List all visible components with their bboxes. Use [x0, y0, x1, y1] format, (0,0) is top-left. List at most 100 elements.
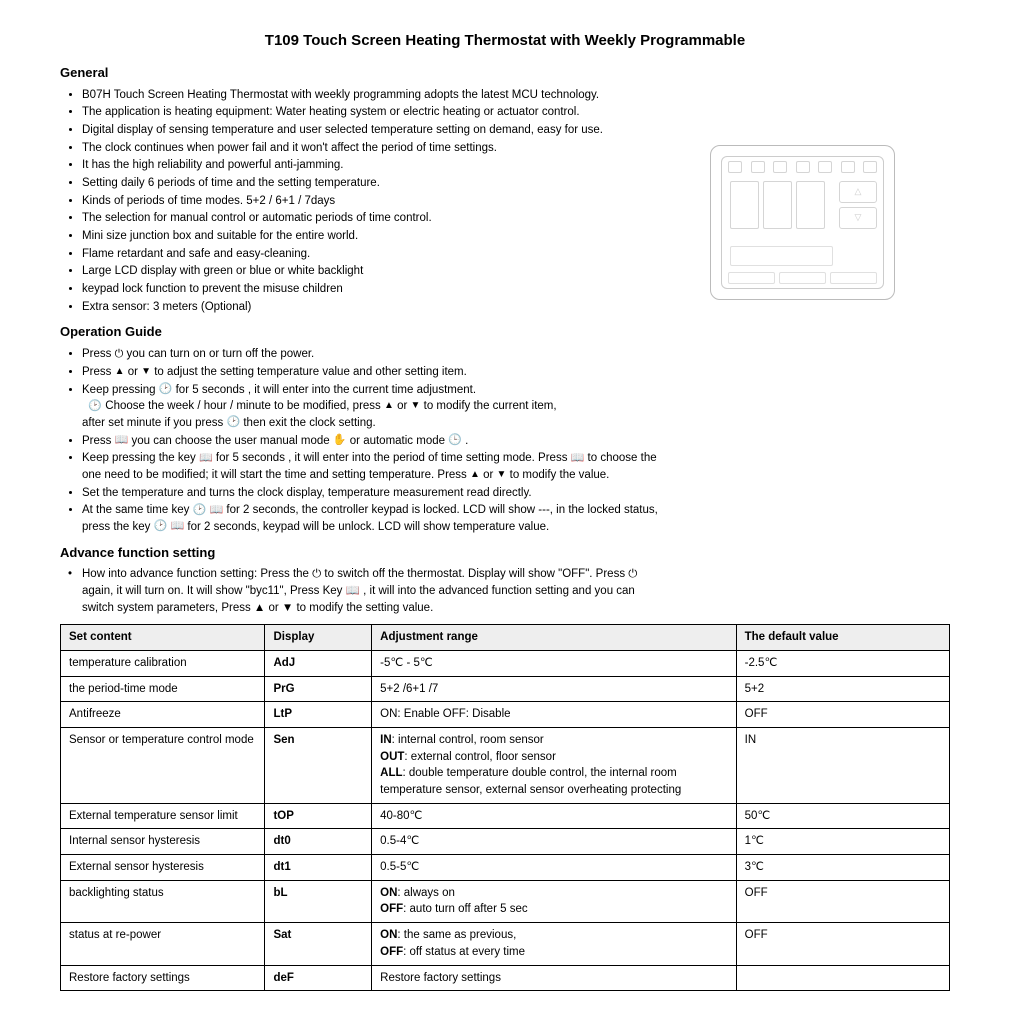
op-text: or: [125, 366, 142, 378]
table-cell: Internal sensor hysteresis: [61, 829, 265, 855]
op-text: Keep pressing: [82, 384, 159, 396]
op-text: to choose the: [584, 452, 656, 464]
table-cell: -2.5℃: [736, 651, 949, 677]
table-cell: ON: the same as previous,OFF: off status…: [372, 923, 736, 965]
op-text: after set minute if you press: [82, 417, 226, 429]
general-item: B07H Touch Screen Heating Thermostat wit…: [82, 87, 950, 104]
table-cell: temperature calibration: [61, 651, 265, 677]
th-adj: Adjustment range: [372, 625, 736, 651]
table-cell: IN: internal control, room sensorOUT: ex…: [372, 728, 736, 804]
general-item: The application is heating equipment: Wa…: [82, 104, 950, 121]
table-row: Internal sensor hysteresisdt00.5-4℃1℃: [61, 829, 950, 855]
table-cell: ON: Enable OFF: Disable: [372, 702, 736, 728]
th-set: Set content: [61, 625, 265, 651]
general-item: Extra sensor: 3 meters (Optional): [82, 299, 950, 316]
table-cell: ON: always onOFF: auto turn off after 5 …: [372, 880, 736, 922]
table-cell: 5+2 /6+1 /7: [372, 676, 736, 702]
table-row: backlighting statusbLON: always onOFF: a…: [61, 880, 950, 922]
table-cell: bL: [265, 880, 372, 922]
down-icon: ▼: [497, 470, 507, 480]
table-cell: the period-time mode: [61, 676, 265, 702]
table-cell: status at re-power: [61, 923, 265, 965]
op-text: At the same time key: [82, 504, 193, 516]
op-text: Set the temperature and turns the clock …: [82, 485, 950, 502]
op-text: to adjust the setting temperature value …: [151, 366, 467, 378]
table-cell: dt0: [265, 829, 372, 855]
book-icon: 📖: [171, 521, 185, 532]
table-cell: AdJ: [265, 651, 372, 677]
op-text: for 2 seconds, the controller keypad is …: [223, 504, 658, 516]
table-cell: Sat: [265, 923, 372, 965]
table-cell: 3℃: [736, 855, 949, 881]
advance-text: How into advance function setting: Press…: [60, 566, 950, 616]
table-cell: backlighting status: [61, 880, 265, 922]
table-row: External temperature sensor limittOP40-8…: [61, 803, 950, 829]
advance-heading: Advance function setting: [60, 544, 950, 563]
table-cell: 1℃: [736, 829, 949, 855]
clock-icon: 🕑: [159, 384, 173, 395]
table-cell: External temperature sensor limit: [61, 803, 265, 829]
op-text: Press: [82, 348, 115, 360]
table-cell: Restore factory settings: [372, 965, 736, 991]
table-cell: 0.5-5℃: [372, 855, 736, 881]
op-text: to modify the value.: [506, 469, 609, 481]
table-cell: OFF: [736, 923, 949, 965]
op-text: or: [394, 400, 411, 412]
up-icon: ▲: [115, 367, 125, 377]
clock-icon: 🕑: [226, 417, 240, 428]
hand-icon: ✋: [333, 435, 347, 446]
book-icon: 📖: [571, 453, 585, 464]
operation-heading: Operation Guide: [60, 323, 950, 342]
table-cell: Antifreeze: [61, 702, 265, 728]
thermostat-illustration: △▽: [710, 145, 895, 300]
th-disp: Display: [265, 625, 372, 651]
table-cell: External sensor hysteresis: [61, 855, 265, 881]
table-cell: -5℃ - 5℃: [372, 651, 736, 677]
table-cell: Restore factory settings: [61, 965, 265, 991]
op-text: press the key: [82, 521, 154, 533]
op-text: then exit the clock setting.: [240, 417, 376, 429]
op-text: you can turn on or turn off the power.: [123, 348, 314, 360]
op-text: Choose the week / hour / minute to be mo…: [102, 400, 384, 412]
table-cell: IN: [736, 728, 949, 804]
book-icon: 📖: [115, 435, 129, 446]
down-icon: ▼: [411, 401, 421, 411]
op-text: one need to be modified; it will start t…: [82, 469, 470, 481]
op-text: or automatic mode: [347, 435, 449, 447]
table-cell: dt1: [265, 855, 372, 881]
op-text: Press: [82, 435, 115, 447]
up-icon: ▲: [384, 401, 394, 411]
op-text: or: [480, 469, 497, 481]
table-row: AntifreezeLtPON: Enable OFF: DisableOFF: [61, 702, 950, 728]
general-heading: General: [60, 64, 950, 83]
up-icon: ▲: [470, 470, 480, 480]
table-cell: Sensor or temperature control mode: [61, 728, 265, 804]
settings-table: Set content Display Adjustment range The…: [60, 624, 950, 991]
table-cell: deF: [265, 965, 372, 991]
down-icon: ▼: [141, 367, 151, 377]
table-cell: LtP: [265, 702, 372, 728]
table-cell: 0.5-4℃: [372, 829, 736, 855]
table-cell: tOP: [265, 803, 372, 829]
table-cell: OFF: [736, 702, 949, 728]
op-text: Press: [82, 366, 115, 378]
table-cell: OFF: [736, 880, 949, 922]
clock-icon: 🕑: [193, 505, 207, 516]
operation-list: Press ⏻ you can turn on or turn off the …: [60, 346, 950, 535]
op-text: for 5 seconds , it will enter into the p…: [213, 452, 571, 464]
table-row: temperature calibrationAdJ-5℃ - 5℃-2.5℃: [61, 651, 950, 677]
book-icon: 📖: [209, 505, 223, 516]
table-cell: [736, 965, 949, 991]
th-def: The default value: [736, 625, 949, 651]
auto-clock-icon: 🕒: [448, 435, 462, 446]
clock-icon: 🕑: [88, 401, 102, 412]
op-text: to modify the current item,: [420, 400, 556, 412]
table-row: Restore factory settingsdeFRestore facto…: [61, 965, 950, 991]
op-text: for 2 seconds, keypad will be unlock. LC…: [184, 521, 549, 533]
general-item: Digital display of sensing temperature a…: [82, 122, 950, 139]
power-icon: ⏻: [115, 349, 124, 360]
table-row: Sensor or temperature control modeSenIN:…: [61, 728, 950, 804]
book-icon: 📖: [199, 453, 213, 464]
op-text: Keep pressing the key: [82, 452, 199, 464]
table-cell: 5+2: [736, 676, 949, 702]
